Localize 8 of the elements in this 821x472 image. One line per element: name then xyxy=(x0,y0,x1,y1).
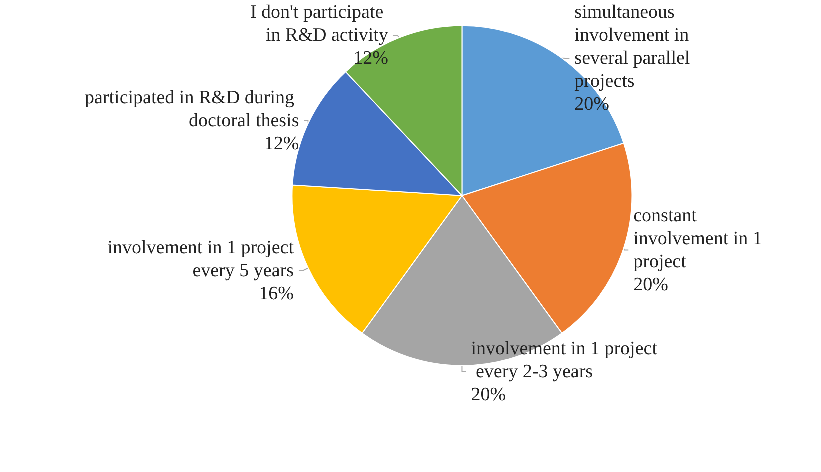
slice-label: constant involvement in 1 project xyxy=(634,205,768,272)
slice-label: participated in R&D during doctoral thesis xyxy=(85,87,300,132)
slice-label: involvement in 1 project every 5 years xyxy=(108,237,295,282)
data-label: 12% xyxy=(264,133,300,154)
data-label: 20% xyxy=(471,384,506,406)
data-label: 20% xyxy=(634,274,669,296)
slice-label: I don't participate in R&D activity xyxy=(250,2,389,46)
data-label: 16% xyxy=(259,283,294,304)
